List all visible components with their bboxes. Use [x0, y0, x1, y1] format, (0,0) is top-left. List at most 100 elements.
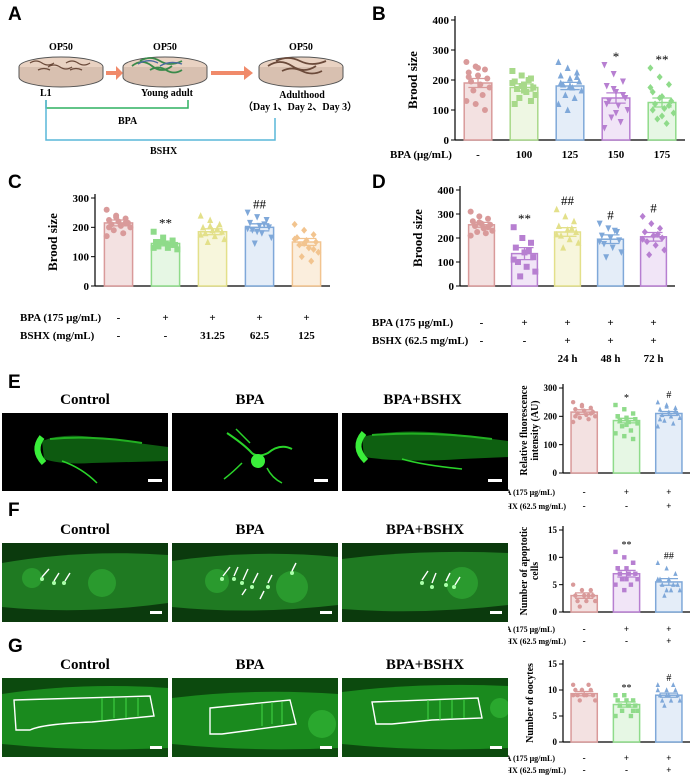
row-value: - [117, 330, 121, 342]
data-point [573, 414, 578, 419]
data-point [586, 682, 591, 687]
data-point [525, 247, 532, 253]
data-point [573, 69, 580, 76]
data-point [514, 259, 521, 265]
data-point [216, 220, 223, 228]
y-axis-label: Brood size [405, 51, 420, 109]
bar [553, 231, 582, 287]
y-tick-label: 0 [553, 607, 558, 617]
data-point [664, 687, 669, 693]
row-value: - [625, 765, 628, 775]
data-point [630, 560, 636, 565]
data-point [485, 215, 492, 222]
chart-c: 0 100 200 300 Brood size ** ## BPA (175 μg/mL) -… [20, 193, 330, 342]
data-point [174, 246, 181, 253]
row-value: + [666, 487, 671, 497]
data-point [647, 84, 654, 91]
data-point [570, 693, 576, 698]
y-tick-label: 0 [444, 135, 450, 147]
y-tick-label: 0 [84, 281, 90, 293]
data-point [622, 693, 627, 698]
row-label: BSHX (62.5 mg/mL) [508, 502, 566, 511]
row-value: + [256, 312, 262, 324]
panel-label-f: F [8, 500, 20, 521]
data-point [577, 698, 582, 703]
data-point [613, 693, 618, 698]
data-point [649, 106, 656, 114]
petri-dish-l1 [18, 56, 104, 88]
data-point [312, 238, 319, 246]
y-tick-label: 100 [544, 440, 558, 450]
data-point [509, 80, 516, 86]
row-label: BPA (μg/mL) [390, 149, 452, 161]
significance-label: # [650, 200, 657, 215]
data-point [662, 592, 667, 598]
data-point [510, 256, 517, 263]
data-point [463, 59, 470, 65]
label-adulthood: Adulthood [279, 90, 325, 101]
bar [570, 411, 599, 474]
data-point [127, 224, 134, 231]
label-op50-1: OP50 [49, 42, 73, 53]
data-point [664, 692, 669, 698]
bar [463, 82, 493, 141]
data-point [655, 576, 661, 582]
data-point [553, 205, 560, 213]
row-value: + [624, 753, 629, 763]
row-label: BSHX (62.5 mg/mL) [508, 637, 566, 646]
row-value: + [607, 317, 613, 329]
data-point [301, 239, 308, 247]
y-tick-label: 300 [73, 193, 90, 205]
row-label: BSHX (mg/mL) [20, 330, 95, 342]
data-point [481, 107, 488, 113]
data-point [603, 83, 610, 90]
row-value: + [666, 501, 671, 511]
row-value: 72 h [644, 353, 664, 365]
data-point [630, 708, 636, 713]
data-point [657, 416, 663, 422]
petri-dish-adulthood [258, 56, 344, 88]
data-point [615, 566, 620, 571]
bshx-bracket [45, 100, 276, 141]
data-point [603, 254, 610, 261]
data-point [486, 84, 493, 91]
data-point [633, 571, 638, 576]
data-point [573, 73, 580, 80]
row-value: - [625, 501, 628, 511]
micro-title-g-control: Control [60, 657, 110, 673]
data-point [661, 246, 668, 254]
y-axis-label: Brood size [45, 213, 60, 271]
bar [654, 581, 683, 613]
data-point [570, 419, 576, 425]
data-point [519, 235, 526, 241]
row-value: - [583, 501, 586, 511]
row-value: + [666, 636, 671, 646]
bar [197, 230, 228, 287]
row-value: 31.25 [200, 330, 225, 342]
y-tick-label: 100 [433, 105, 450, 117]
data-point [308, 257, 315, 265]
data-point [570, 682, 576, 687]
data-point [662, 417, 667, 423]
data-point [655, 399, 661, 405]
data-point [517, 273, 524, 280]
significance-label: # [666, 673, 671, 684]
data-point [659, 234, 666, 242]
data-point [592, 698, 598, 703]
label-bpa: BPA [118, 116, 138, 127]
data-point [652, 100, 659, 108]
data-point [671, 420, 676, 426]
data-point [294, 234, 301, 242]
data-point [204, 238, 211, 245]
data-point [570, 399, 576, 405]
panel-label-e: E [8, 372, 21, 393]
data-point [652, 241, 659, 249]
data-point [677, 415, 683, 420]
data-point [528, 239, 535, 246]
data-point [218, 228, 225, 235]
data-point [564, 106, 571, 113]
data-point [530, 254, 537, 261]
